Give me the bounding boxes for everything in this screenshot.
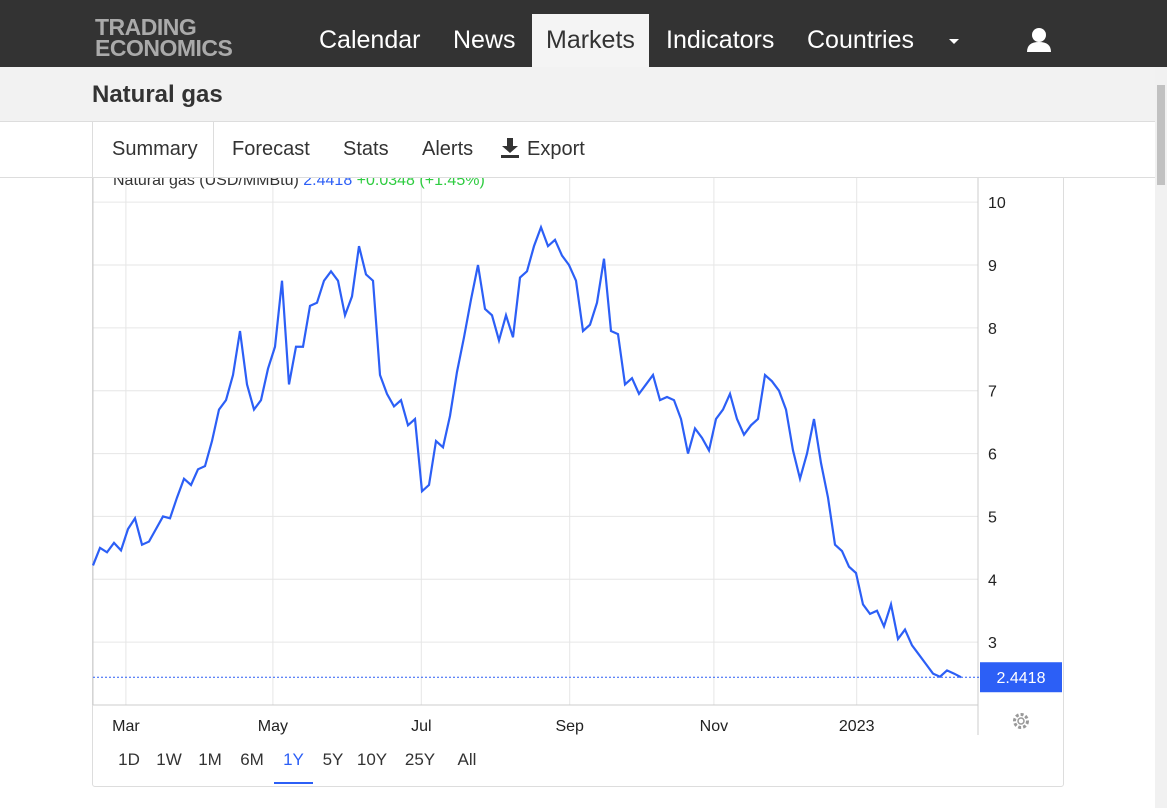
y-tick-label: 4 — [988, 572, 997, 589]
x-tick-label: Nov — [700, 718, 728, 735]
export-icon[interactable] — [500, 137, 522, 159]
range-button[interactable]: 10Y — [356, 750, 388, 769]
last-price-box — [980, 662, 1062, 693]
y-tick-label: 5 — [988, 509, 997, 526]
range-button[interactable]: 25Y — [404, 750, 436, 769]
x-tick-label: Sep — [555, 718, 584, 735]
user-icon[interactable] — [1026, 27, 1052, 53]
y-tick-label: 8 — [988, 321, 997, 338]
price-line — [91, 224, 962, 679]
tab-bar: Summary Forecast Stats Alerts Export — [0, 122, 1155, 178]
nav-item[interactable]: Calendar — [319, 26, 421, 54]
x-tick-label: Jul — [411, 718, 431, 735]
scrollbar-thumb[interactable] — [1157, 85, 1165, 185]
last-price-label: 2.4418 — [997, 670, 1046, 687]
dropdown-caret[interactable] — [946, 36, 962, 46]
nav-item[interactable]: Indicators — [666, 26, 775, 54]
scrollbar[interactable] — [1155, 67, 1167, 808]
y-tick-label: 9 — [988, 258, 997, 275]
range-button[interactable]: 1W — [156, 750, 182, 769]
page-header: Natural gas — [0, 67, 1155, 122]
logo-line[interactable]: ECONOMICS — [95, 35, 233, 61]
range-button[interactable]: 1Y — [274, 742, 313, 784]
settings-icon[interactable] — [1013, 713, 1029, 729]
top-nav: TRADING ECONOMICS Calendar News Markets Ind… — [0, 0, 1167, 67]
tab[interactable]: Summary — [112, 138, 198, 160]
tab[interactable]: Export — [527, 138, 585, 160]
summary-tab-border — [92, 122, 214, 178]
nav-item[interactable]: Markets — [532, 14, 649, 67]
page-title: Natural gas — [92, 81, 223, 108]
y-tick-label: 6 — [988, 447, 997, 464]
range-button[interactable]: 5Y — [322, 750, 344, 769]
nav-item[interactable]: News — [453, 26, 516, 54]
tab[interactable]: Forecast — [232, 138, 310, 160]
y-tick-label: 7 — [988, 384, 997, 401]
x-tick-label: Mar — [112, 718, 140, 735]
tab[interactable]: Stats — [343, 138, 389, 160]
logo-line[interactable]: TRADING — [95, 14, 197, 40]
range-button[interactable]: 1M — [198, 750, 222, 769]
x-tick-label: 2023 — [839, 718, 875, 735]
nav-item[interactable]: Countries — [807, 26, 914, 54]
range-button[interactable]: All — [457, 750, 477, 769]
range-button[interactable]: 6M — [240, 750, 264, 769]
y-tick-label: 3 — [988, 635, 997, 652]
tab[interactable]: Alerts — [422, 138, 474, 160]
y-tick-label: 10 — [988, 195, 1006, 212]
range-button[interactable]: 1D — [118, 750, 140, 769]
x-tick-label: May — [258, 718, 288, 735]
